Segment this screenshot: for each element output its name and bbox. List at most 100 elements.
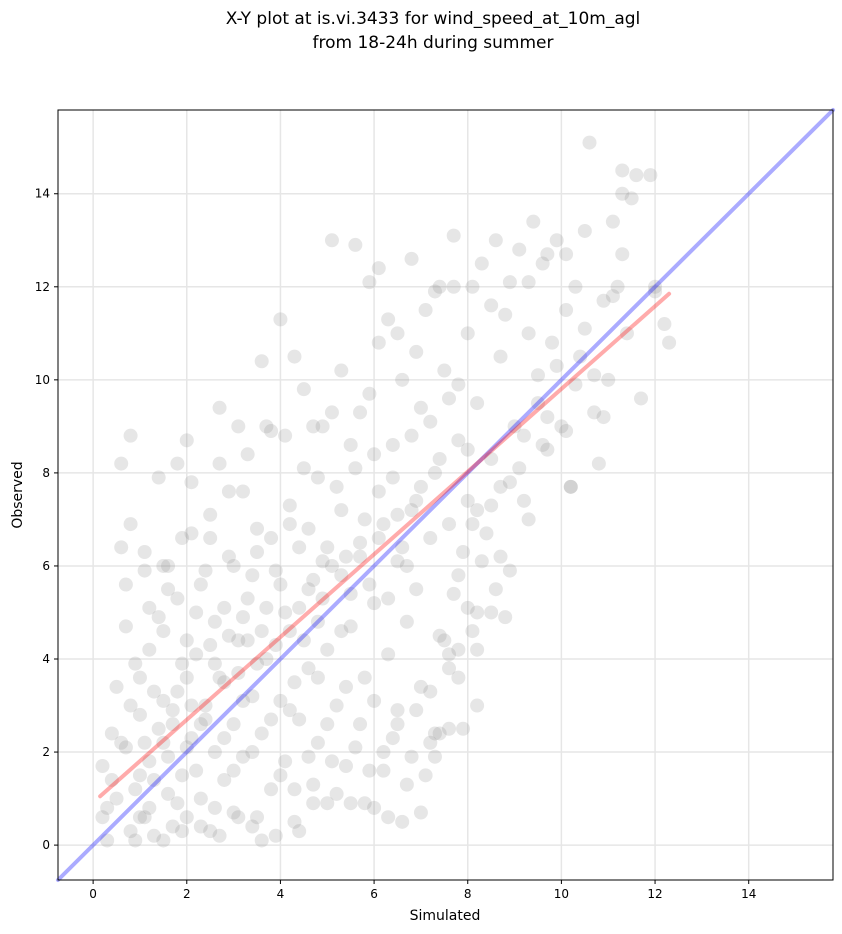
data-point bbox=[146, 684, 161, 699]
data-point bbox=[484, 298, 499, 313]
data-point bbox=[254, 726, 269, 741]
data-point bbox=[142, 800, 157, 815]
data-point bbox=[619, 326, 634, 341]
data-point bbox=[465, 624, 480, 639]
data-point bbox=[376, 745, 391, 760]
x-tick-label: 10 bbox=[554, 887, 569, 901]
data-point bbox=[245, 568, 260, 583]
data-point bbox=[442, 661, 457, 676]
data-point bbox=[245, 745, 260, 760]
data-point bbox=[465, 279, 480, 294]
data-point bbox=[240, 591, 255, 606]
data-point bbox=[432, 451, 447, 466]
data-point bbox=[357, 670, 372, 685]
data-point bbox=[231, 633, 246, 648]
x-tick-label: 6 bbox=[370, 887, 378, 901]
data-point bbox=[170, 684, 185, 699]
data-point bbox=[259, 419, 274, 434]
chart-title-line-2: from 18-24h during summer bbox=[313, 33, 554, 53]
data-point bbox=[132, 670, 147, 685]
data-point bbox=[493, 549, 508, 564]
data-point bbox=[301, 582, 316, 597]
data-point bbox=[156, 693, 171, 708]
data-point bbox=[530, 396, 545, 411]
data-point bbox=[104, 772, 119, 787]
data-point bbox=[409, 493, 424, 508]
data-point bbox=[109, 679, 124, 694]
data-point bbox=[306, 572, 321, 587]
data-point bbox=[296, 382, 311, 397]
data-point bbox=[484, 605, 499, 620]
data-point bbox=[573, 349, 588, 364]
data-point bbox=[114, 540, 129, 555]
data-points bbox=[95, 135, 677, 848]
data-point bbox=[657, 317, 672, 332]
data-point bbox=[399, 777, 414, 792]
data-point bbox=[320, 540, 335, 555]
data-point bbox=[418, 303, 433, 318]
data-point bbox=[310, 614, 325, 629]
data-point bbox=[240, 633, 255, 648]
data-point bbox=[601, 372, 616, 387]
data-point bbox=[310, 670, 325, 685]
data-point bbox=[292, 540, 307, 555]
regression-fit-line bbox=[98, 291, 672, 799]
data-point bbox=[381, 810, 396, 825]
data-point bbox=[451, 377, 466, 392]
data-point bbox=[254, 833, 269, 848]
data-point bbox=[203, 531, 218, 546]
x-axis-label: Simulated bbox=[410, 908, 481, 924]
data-point bbox=[540, 442, 555, 457]
data-point bbox=[203, 507, 218, 522]
data-point bbox=[175, 656, 190, 671]
y-axis-label: Observed bbox=[10, 461, 26, 528]
data-point bbox=[287, 814, 302, 829]
data-point bbox=[165, 819, 180, 834]
data-point bbox=[226, 805, 241, 820]
data-point bbox=[217, 675, 232, 690]
data-point bbox=[362, 386, 377, 401]
data-point bbox=[306, 777, 321, 792]
data-point bbox=[456, 721, 471, 736]
data-point bbox=[479, 526, 494, 541]
data-point bbox=[605, 289, 620, 304]
data-point bbox=[493, 349, 508, 364]
data-point bbox=[451, 568, 466, 583]
data-point bbox=[367, 800, 382, 815]
data-point bbox=[413, 479, 428, 494]
data-point bbox=[530, 368, 545, 383]
data-point bbox=[268, 828, 283, 843]
data-point bbox=[451, 670, 466, 685]
data-point bbox=[301, 749, 316, 764]
data-point bbox=[161, 558, 176, 573]
data-point bbox=[156, 624, 171, 639]
data-point bbox=[264, 531, 279, 546]
data-point bbox=[423, 414, 438, 429]
data-point bbox=[264, 424, 279, 439]
data-point bbox=[320, 717, 335, 732]
data-point bbox=[292, 712, 307, 727]
data-point bbox=[353, 549, 368, 564]
data-point bbox=[493, 479, 508, 494]
data-point bbox=[427, 284, 442, 299]
y-tick-label: 12 bbox=[35, 280, 50, 294]
data-point bbox=[301, 521, 316, 536]
data-point bbox=[432, 628, 447, 643]
y-tick-label: 8 bbox=[42, 466, 50, 480]
data-point bbox=[123, 698, 138, 713]
data-point bbox=[207, 800, 222, 815]
data-point bbox=[193, 791, 208, 806]
data-point bbox=[367, 693, 382, 708]
data-point bbox=[320, 796, 335, 811]
data-point bbox=[310, 735, 325, 750]
data-point bbox=[259, 600, 274, 615]
data-point bbox=[427, 465, 442, 480]
data-point bbox=[287, 675, 302, 690]
data-point bbox=[161, 582, 176, 597]
data-point bbox=[109, 791, 124, 806]
data-point bbox=[385, 437, 400, 452]
data-point bbox=[521, 512, 536, 527]
data-point bbox=[161, 786, 176, 801]
data-point bbox=[395, 540, 410, 555]
data-point bbox=[282, 624, 297, 639]
